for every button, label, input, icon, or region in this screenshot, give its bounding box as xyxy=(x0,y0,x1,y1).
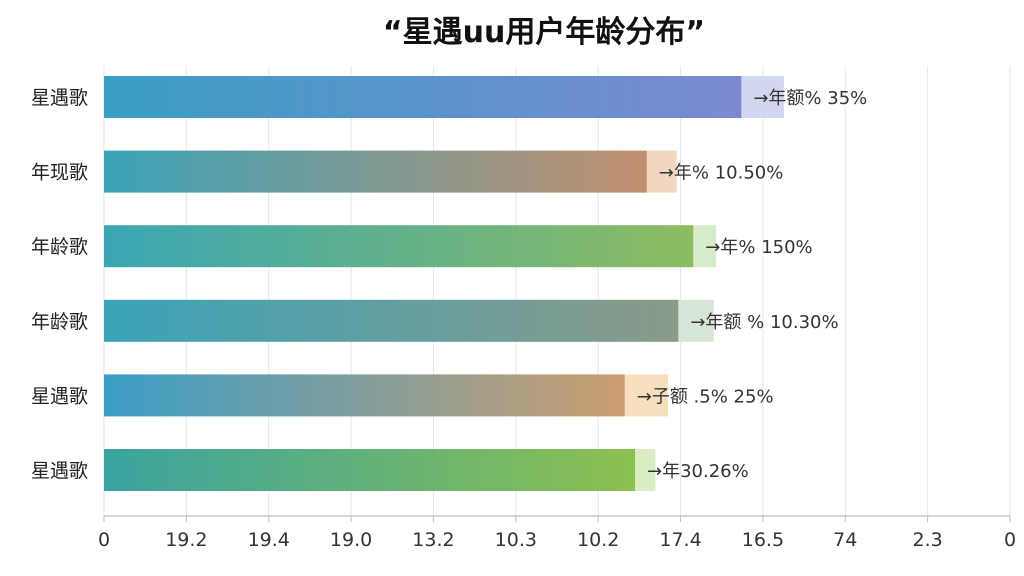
x-tick-label: 13.2 xyxy=(412,529,454,551)
grid-lines xyxy=(103,66,1011,516)
data-label: →年% 150% xyxy=(705,237,812,258)
bar xyxy=(104,76,742,118)
x-tick-label: 19.4 xyxy=(248,529,290,551)
data-label: →年30.26% xyxy=(647,461,749,482)
x-tick-label: 74 xyxy=(833,529,857,551)
x-tick-label: 19.0 xyxy=(330,529,372,551)
x-tick-label: 10.2 xyxy=(577,529,619,551)
category-label: 年现歌 xyxy=(31,162,88,184)
x-tick-label: 19.2 xyxy=(165,529,207,551)
bars xyxy=(104,76,784,491)
bar-extension xyxy=(634,449,656,491)
data-label: →年额 % 10.30% xyxy=(690,312,838,333)
x-tick-label: 0 xyxy=(1004,529,1016,551)
bar xyxy=(104,150,647,193)
bar-extension xyxy=(741,76,784,118)
bar xyxy=(104,374,625,417)
x-tick-label: 2.3 xyxy=(913,529,943,551)
data-label: →年% 10.50% xyxy=(659,163,784,184)
bar-extension xyxy=(646,150,677,193)
x-axis: 0 19.2 19.4 19.0 13.2 10.3 10.2 17.4 16.5 74 2.3 0 xyxy=(98,515,1016,551)
data-labels: →年额% 35% →年% 10.50% →年% 150% →年额 % 10.30% →子… xyxy=(637,88,868,482)
x-tick-label: 10.3 xyxy=(495,529,537,551)
bar-extension xyxy=(678,299,714,342)
chart-title: “星遇uu用户年龄分布” xyxy=(383,15,705,50)
x-tick-label: 17.4 xyxy=(659,529,701,551)
bar-extension xyxy=(693,225,717,268)
bar xyxy=(104,225,694,268)
bar xyxy=(104,449,635,491)
x-tick-label: 16.5 xyxy=(742,529,784,551)
category-label: 星遇歌 xyxy=(31,460,88,482)
category-label: 年龄歌 xyxy=(31,236,88,258)
data-label: →子额 .5% 25% xyxy=(637,386,774,407)
category-label: 星遇歌 xyxy=(31,87,88,109)
category-label: 星遇歌 xyxy=(31,385,88,407)
category-label: 年龄歌 xyxy=(31,311,88,333)
x-tick-label: 0 xyxy=(98,529,110,551)
bar xyxy=(104,299,679,342)
bar-extension xyxy=(624,374,669,417)
data-label: →年额% 35% xyxy=(753,88,867,109)
